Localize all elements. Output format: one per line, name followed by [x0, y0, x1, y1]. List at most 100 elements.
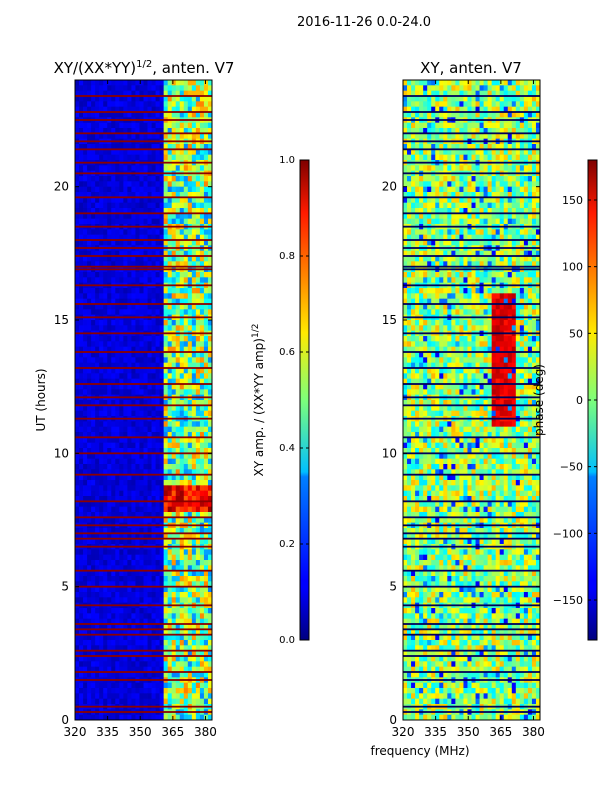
heatmap-cell — [123, 469, 128, 476]
heatmap-cell — [527, 149, 533, 156]
heatmap-cell — [135, 122, 140, 129]
heatmap-cell — [183, 96, 189, 102]
heatmap-cell — [103, 341, 108, 348]
heatmap-cell — [151, 645, 156, 652]
heatmap-cell — [143, 533, 148, 540]
heatmap-cell — [175, 197, 181, 204]
heatmap-cell — [203, 165, 209, 172]
heatmap-cell — [79, 352, 84, 358]
heatmap-cell — [127, 496, 132, 502]
heatmap-cell — [535, 101, 541, 108]
heatmap-cell — [111, 96, 116, 102]
heatmap-cell — [119, 517, 124, 524]
heatmap-cell — [99, 666, 104, 673]
heatmap-cell — [143, 570, 148, 577]
heatmap-cell — [75, 586, 80, 593]
heatmap-cell — [143, 426, 148, 433]
heatmap-cell — [191, 549, 197, 556]
heatmap-cell — [87, 293, 92, 300]
heatmap-cell — [175, 469, 181, 476]
heatmap-cell — [159, 528, 165, 534]
heatmap-cell — [107, 218, 112, 225]
heatmap-cell — [99, 229, 104, 236]
heatmap-cell — [171, 666, 177, 673]
heatmap-cell — [191, 581, 197, 588]
heatmap-cell — [199, 400, 205, 406]
heatmap-cell — [499, 165, 505, 172]
heatmap-cell — [175, 181, 181, 188]
heatmap-cell — [95, 261, 100, 268]
heatmap-cell — [159, 80, 165, 86]
heatmap-cell — [91, 501, 96, 508]
heatmap-cell — [147, 400, 152, 406]
heatmap-cell — [471, 192, 476, 198]
flagged-row — [75, 404, 212, 407]
heatmap-cell — [139, 698, 144, 705]
heatmap-cell — [107, 442, 112, 449]
heatmap-cell — [115, 128, 120, 134]
heatmap-cell — [163, 570, 169, 577]
heatmap-cell — [155, 389, 161, 396]
heatmap-cell — [519, 106, 525, 113]
flagged-row — [75, 225, 212, 228]
heatmap-cell — [75, 101, 80, 108]
heatmap-cell — [107, 288, 112, 294]
heatmap-cell — [87, 202, 92, 209]
heatmap-cell — [139, 576, 144, 582]
heatmap-cell — [495, 186, 501, 193]
heatmap-cell — [167, 581, 173, 588]
heatmap-cell — [187, 528, 193, 534]
heatmap-cell — [203, 304, 209, 310]
heatmap-cell — [147, 250, 152, 257]
heatmap-cell — [535, 144, 541, 150]
heatmap-cell — [139, 650, 144, 657]
heatmap-cell — [115, 629, 120, 636]
heatmap-cell — [523, 90, 529, 97]
heatmap-cell — [515, 186, 521, 193]
heatmap-cell — [119, 714, 124, 721]
heatmap-cell — [87, 362, 92, 369]
heatmap-cell — [163, 192, 169, 198]
heatmap-cell — [407, 197, 412, 204]
heatmap-cell — [111, 357, 116, 364]
heatmap-cell — [87, 368, 92, 374]
heatmap-cell — [443, 186, 448, 193]
heatmap-cell — [79, 208, 84, 214]
heatmap-cell — [107, 405, 112, 412]
heatmap-cell — [151, 261, 156, 268]
heatmap-cell — [115, 485, 120, 492]
heatmap-cell — [151, 112, 156, 118]
heatmap-cell — [79, 85, 84, 92]
heatmap-cell — [143, 234, 148, 241]
heatmap-cell — [431, 176, 436, 182]
heatmap-cell — [123, 554, 128, 561]
heatmap-cell — [127, 192, 132, 198]
heatmap-cell — [195, 656, 201, 662]
heatmap-cell — [203, 634, 209, 641]
heatmap-cell — [411, 149, 416, 156]
heatmap-cell — [83, 485, 88, 492]
heatmap-cell — [175, 517, 181, 524]
heatmap-cell — [123, 693, 128, 700]
heatmap-cell — [195, 682, 201, 689]
heatmap-cell — [135, 218, 140, 225]
heatmap-cell — [119, 378, 124, 385]
heatmap-cell — [123, 389, 128, 396]
heatmap-cell — [171, 474, 177, 481]
heatmap-cell — [139, 592, 144, 598]
heatmap-cell — [111, 437, 116, 444]
left-plot-frame — [74, 79, 213, 721]
heatmap-cell — [147, 378, 152, 385]
heatmap-cell — [471, 181, 476, 188]
heatmap-cell — [115, 341, 120, 348]
heatmap-cell — [107, 101, 112, 108]
heatmap-cell — [183, 112, 189, 118]
heatmap-cell — [127, 90, 132, 97]
heatmap-cell — [167, 368, 173, 374]
heatmap-cell — [147, 624, 152, 630]
heatmap-cell — [203, 453, 209, 460]
heatmap-cell — [183, 666, 189, 673]
heatmap-cell — [147, 90, 152, 97]
heatmap-cell — [171, 325, 177, 332]
